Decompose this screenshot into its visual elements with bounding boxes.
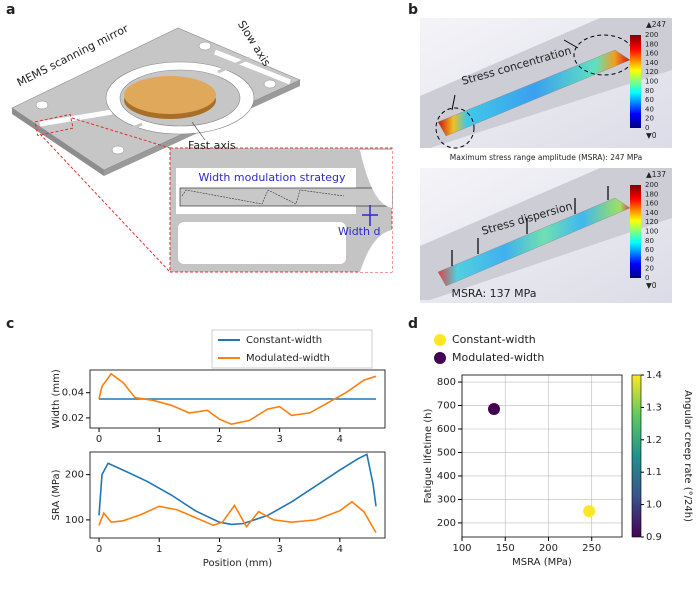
device-drawing — [11, 27, 393, 273]
colorbar-label: Angular creep rate (°/24h) — [682, 390, 693, 522]
legend-label: Modulated-width — [246, 353, 330, 364]
legend-label: Constant-width — [452, 333, 536, 346]
colorbar-tick-label: 180 — [645, 190, 658, 198]
y-tick-label: 400 — [437, 471, 456, 482]
plot-frame — [89, 451, 386, 539]
colorbar-tick-label: 20 — [645, 115, 654, 123]
x-tick-label: 0 — [96, 434, 102, 445]
caption: MSRA: 137 MPa — [451, 287, 536, 300]
scatter-point — [583, 505, 596, 518]
colorbar-tick-label: 80 — [645, 87, 654, 95]
line-series — [98, 372, 377, 426]
legend-frame — [211, 329, 373, 369]
scatter-point — [488, 403, 500, 416]
colorbar-min: ▼0 — [646, 131, 657, 140]
x-tick-label: 1 — [156, 434, 162, 445]
colorbar-tick-label: 60 — [645, 246, 654, 254]
colorbar-tick-label: 40 — [645, 105, 654, 113]
colorbar-tick-label: 40 — [645, 255, 654, 263]
x-axis-label: Position (mm) — [203, 558, 272, 569]
y-tick-label: 700 — [437, 401, 456, 412]
panel-label: c — [6, 316, 14, 332]
annotation: Width modulation strategy — [198, 171, 346, 184]
y-axis-label: Fatigue lifetime (h) — [423, 408, 434, 503]
fem-image — [420, 18, 672, 303]
y-tick-label: 200 — [437, 518, 456, 529]
colorbar-tick-label: 160 — [645, 50, 658, 58]
y-tick-label: 0.02 — [62, 413, 84, 424]
x-tick-label: 200 — [539, 543, 558, 554]
y-axis-label: SRA (MPa) — [51, 469, 62, 520]
annotation: Fast axis — [188, 139, 236, 152]
colorbar-tick-label: 1.1 — [646, 467, 662, 478]
line-series — [98, 500, 377, 534]
y-tick-label: 100 — [65, 515, 84, 526]
caption: Maximum stress range amplitude (MSRA): 2… — [450, 153, 642, 162]
x-axis-label: MSRA (MPa) — [512, 557, 572, 568]
annotation: Width d — [338, 225, 380, 238]
x-tick-label: 1 — [156, 544, 162, 555]
y-tick-label: 0.04 — [62, 388, 84, 399]
x-tick-label: 100 — [452, 543, 471, 554]
colorbar-tick-label: 1.0 — [646, 500, 662, 511]
colorbar-max: ▲137 — [646, 170, 666, 179]
y-axis-label: Width (mm) — [51, 369, 62, 429]
colorbar-tick-label: 1.2 — [646, 435, 662, 446]
colorbar-tick-label: 200 — [645, 181, 658, 189]
colorbar-tick-label: 100 — [645, 78, 658, 86]
x-tick-label: 2 — [216, 544, 222, 555]
colorbar-tick-label: 60 — [645, 96, 654, 104]
y-tick-label: 300 — [437, 494, 456, 505]
legend-label: Modulated-width — [452, 351, 544, 364]
legend-label: Constant-width — [246, 335, 322, 346]
legend-swatch — [434, 334, 446, 346]
x-tick-label: 250 — [582, 543, 601, 554]
colorbar-tick-label: 120 — [645, 218, 658, 226]
y-tick-label: 600 — [437, 424, 456, 435]
x-tick-label: 3 — [276, 544, 282, 555]
colorbar-tick-label: 0 — [645, 124, 649, 132]
colorbar — [631, 374, 642, 538]
colorbar-min: ▼0 — [646, 281, 657, 290]
x-tick-label: 3 — [276, 434, 282, 445]
y-tick-label: 200 — [65, 470, 84, 481]
plot-frame — [461, 374, 623, 538]
colorbar-tick-label: 140 — [645, 59, 658, 67]
plot-frame — [89, 369, 386, 429]
colorbar-tick-label: 1.4 — [646, 370, 662, 381]
legend-swatch — [434, 352, 446, 364]
colorbar-tick-label: 0 — [645, 274, 649, 282]
colorbar-tick-label: 140 — [645, 209, 658, 217]
line-series — [98, 453, 377, 526]
colorbar-tick-label: 80 — [645, 237, 654, 245]
y-tick-label: 800 — [437, 377, 456, 388]
colorbar-tick-label: 120 — [645, 68, 658, 76]
colorbar-tick-label: 1.3 — [646, 402, 662, 413]
x-tick-label: 4 — [337, 544, 343, 555]
x-tick-label: 4 — [337, 434, 343, 445]
colorbar-tick-label: 20 — [645, 265, 654, 273]
y-tick-label: 500 — [437, 447, 456, 458]
colorbar-tick-label: 100 — [645, 228, 658, 236]
colorbar-tick-label: 180 — [645, 40, 658, 48]
colorbar-tick-label: 0.9 — [646, 532, 662, 543]
colorbar-tick-label: 200 — [645, 31, 658, 39]
x-tick-label: 0 — [96, 544, 102, 555]
panel-label: b — [408, 2, 418, 18]
colorbar-tick-label: 160 — [645, 200, 658, 208]
colorbar-max: ▲247 — [646, 20, 666, 29]
panel-label: d — [408, 316, 418, 332]
x-tick-label: 2 — [216, 434, 222, 445]
x-tick-label: 150 — [496, 543, 515, 554]
panel-label: a — [6, 2, 15, 18]
